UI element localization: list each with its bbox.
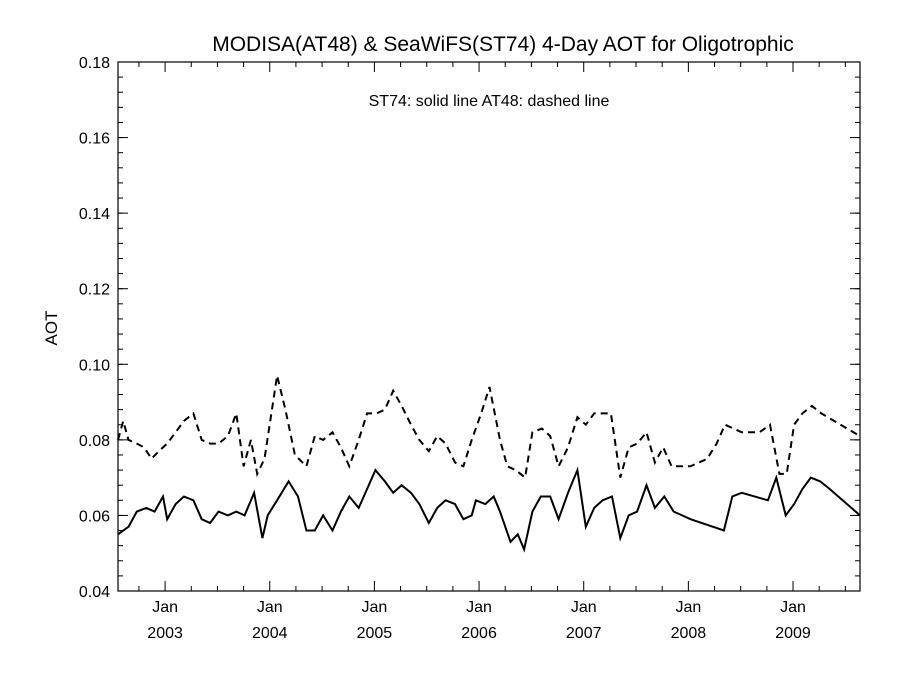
- x-tick-year-label: 2009: [775, 625, 811, 642]
- y-tick-label: 0.08: [79, 433, 110, 450]
- y-tick-label: 0.18: [79, 55, 110, 72]
- series-line-at48: [117, 375, 861, 480]
- y-axis-label: AOT: [42, 311, 61, 346]
- x-tick-month-label: Jan: [362, 599, 388, 616]
- y-tick-label: 0.04: [79, 584, 110, 601]
- x-tick-month-label: Jan: [675, 599, 701, 616]
- x-tick-month-label: Jan: [257, 599, 283, 616]
- x-tick-year-label: 2006: [461, 625, 497, 642]
- y-tick-label: 0.06: [79, 508, 110, 525]
- legend-annotation: ST74: solid line AT48: dashed line: [369, 93, 610, 110]
- chart-title: MODISA(AT48) & SeaWiFS(ST74) 4-Day AOT f…: [212, 33, 794, 56]
- plot-frame: [117, 61, 861, 592]
- y-tick-label: 0.10: [79, 357, 110, 374]
- series-line-st74: [117, 466, 861, 553]
- x-tick-year-label: 2007: [566, 625, 602, 642]
- x-tick-year-label: 2004: [252, 625, 288, 642]
- x-tick-month-label: Jan: [152, 599, 178, 616]
- x-tick-month-label: Jan: [780, 599, 806, 616]
- x-tick-year-label: 2005: [357, 625, 393, 642]
- x-tick-year-label: 2003: [147, 625, 183, 642]
- x-tick-month-label: Jan: [571, 599, 597, 616]
- y-tick-label: 0.14: [79, 206, 110, 223]
- x-tick-month-label: Jan: [466, 599, 492, 616]
- series-layer: [117, 375, 861, 553]
- axis-ticks: 0.04 0.06 0.08 0.10 0.12 0.14 0.16 0.18 Jan 2003 J…: [79, 55, 860, 642]
- x-tick-year-label: 2008: [671, 625, 707, 642]
- y-tick-label: 0.12: [79, 282, 110, 299]
- y-tick-label: 0.16: [79, 131, 110, 148]
